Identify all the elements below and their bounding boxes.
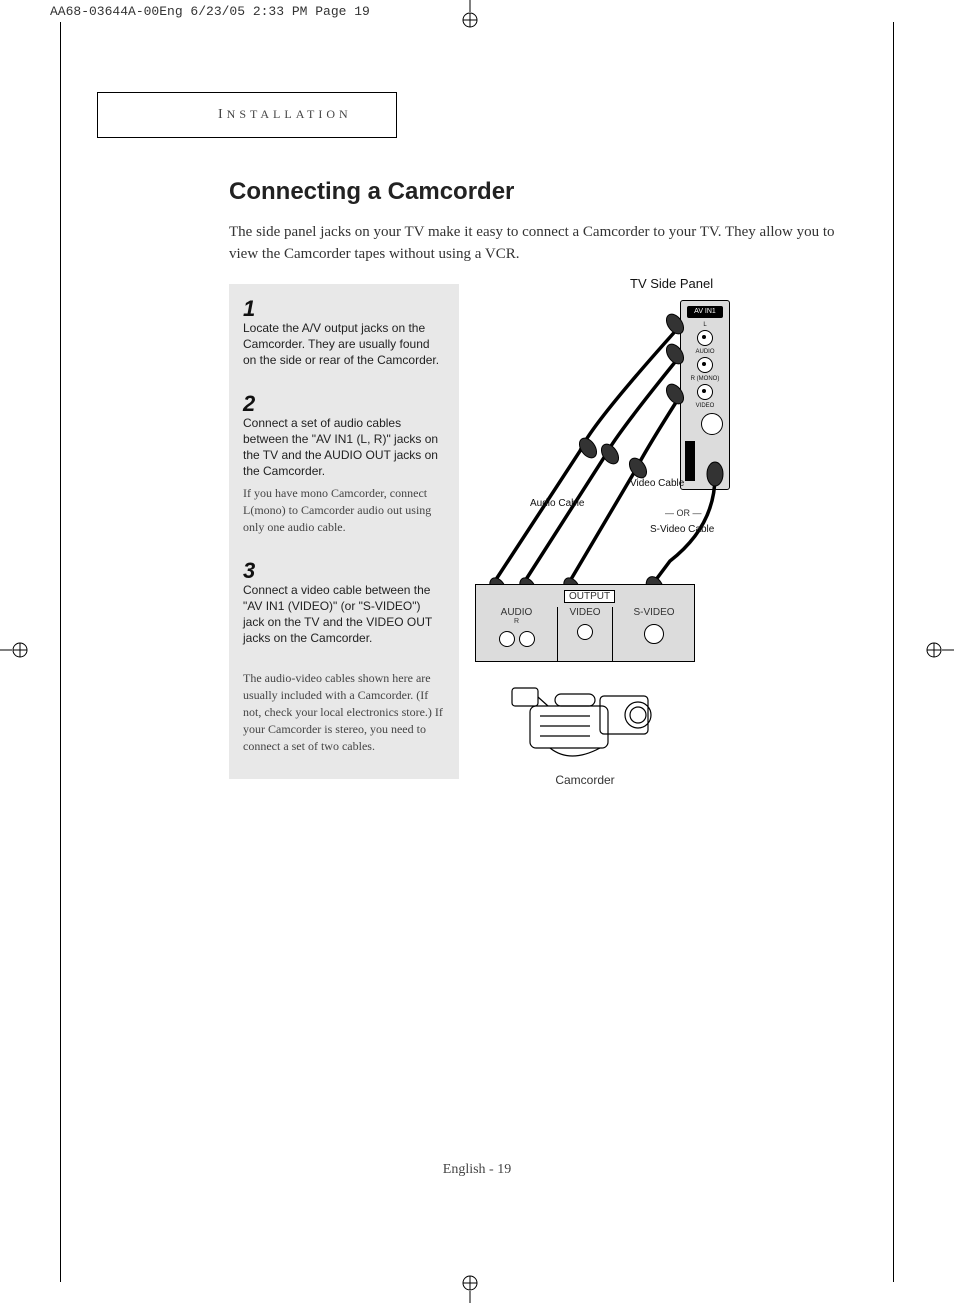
section-label: INSTALLATION: [218, 107, 352, 123]
cam-svideo-label: S-VIDEO: [633, 607, 674, 618]
section-header: INSTALLATION: [97, 92, 397, 138]
cam-lr-label: R: [476, 618, 557, 625]
print-slug: AA68-03644A-00Eng 6/23/05 2:33 PM Page 1…: [50, 4, 370, 19]
steps-panel: 1 Locate the A/V output jacks on the Cam…: [229, 284, 459, 779]
cam-video-label: VIDEO: [569, 607, 600, 618]
crop-mark-left: [0, 635, 28, 665]
crop-mark-bottom: [455, 1275, 485, 1303]
step-number-3: 3: [243, 560, 445, 582]
trim-line-right: [893, 22, 894, 1282]
closing-note: The audio-video cables shown here are us…: [243, 670, 445, 754]
camcorder-illustration: Camcorder: [500, 676, 670, 787]
page-title: Connecting a Camcorder: [229, 178, 514, 206]
video-cable-label: Video Cable: [630, 478, 684, 489]
audio-cable-label: Audio Cable: [530, 498, 584, 509]
tv-panel-title: TV Side Panel: [630, 276, 713, 291]
step-body-2: Connect a set of audio cables between th…: [243, 415, 445, 480]
camcorder-output-panel: OUTPUT AUDIO R VIDEO S-VIDEO: [475, 584, 695, 662]
cam-audio-label: AUDIO: [501, 607, 533, 618]
or-label: — OR —: [665, 508, 702, 518]
output-label: OUTPUT: [564, 590, 615, 603]
cam-audio-r-jack-icon: [519, 631, 535, 647]
crop-mark-right: [926, 635, 954, 665]
step-number-2: 2: [243, 393, 445, 415]
cam-video-jack-icon: [577, 624, 593, 640]
page-footer: English - 19: [0, 1162, 954, 1178]
cam-svideo-jack-icon: [644, 624, 664, 644]
trim-line-left: [60, 22, 61, 1282]
camcorder-icon: [500, 676, 670, 766]
cam-audio-l-jack-icon: [499, 631, 515, 647]
step-note-2: If you have mono Camcorder, connect L(mo…: [243, 485, 445, 535]
svideo-cable-label: S-Video Cable: [650, 524, 714, 535]
step-body-3: Connect a video cable between the "AV IN…: [243, 582, 445, 647]
step-number-1: 1: [243, 298, 445, 320]
camcorder-caption: Camcorder: [500, 773, 670, 787]
crop-mark-top: [455, 0, 485, 28]
step-body-1: Locate the A/V output jacks on the Camco…: [243, 320, 445, 369]
intro-paragraph: The side panel jacks on your TV make it …: [229, 222, 839, 266]
